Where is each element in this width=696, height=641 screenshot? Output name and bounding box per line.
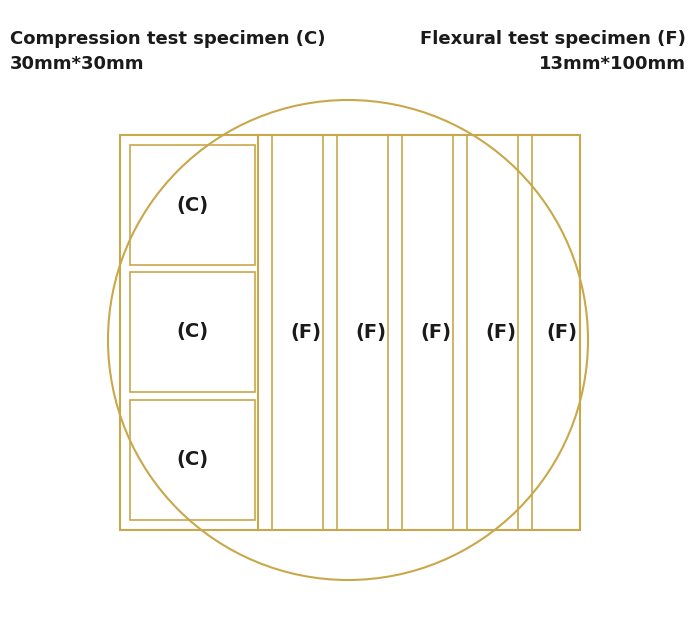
Bar xyxy=(130,400,255,520)
Text: (F): (F) xyxy=(290,323,322,342)
Text: 30mm*30mm: 30mm*30mm xyxy=(10,55,145,73)
Bar xyxy=(130,145,255,265)
Text: (F): (F) xyxy=(546,323,578,342)
Text: 13mm*100mm: 13mm*100mm xyxy=(539,55,686,73)
Text: (C): (C) xyxy=(177,451,209,469)
Text: Flexural test specimen (F): Flexural test specimen (F) xyxy=(420,30,686,48)
Text: (C): (C) xyxy=(177,196,209,215)
Text: (C): (C) xyxy=(177,322,209,342)
Bar xyxy=(130,272,255,392)
Bar xyxy=(120,135,580,530)
Text: Compression test specimen (C): Compression test specimen (C) xyxy=(10,30,326,48)
Text: (F): (F) xyxy=(356,323,386,342)
Text: (F): (F) xyxy=(486,323,516,342)
Text: (F): (F) xyxy=(420,323,452,342)
